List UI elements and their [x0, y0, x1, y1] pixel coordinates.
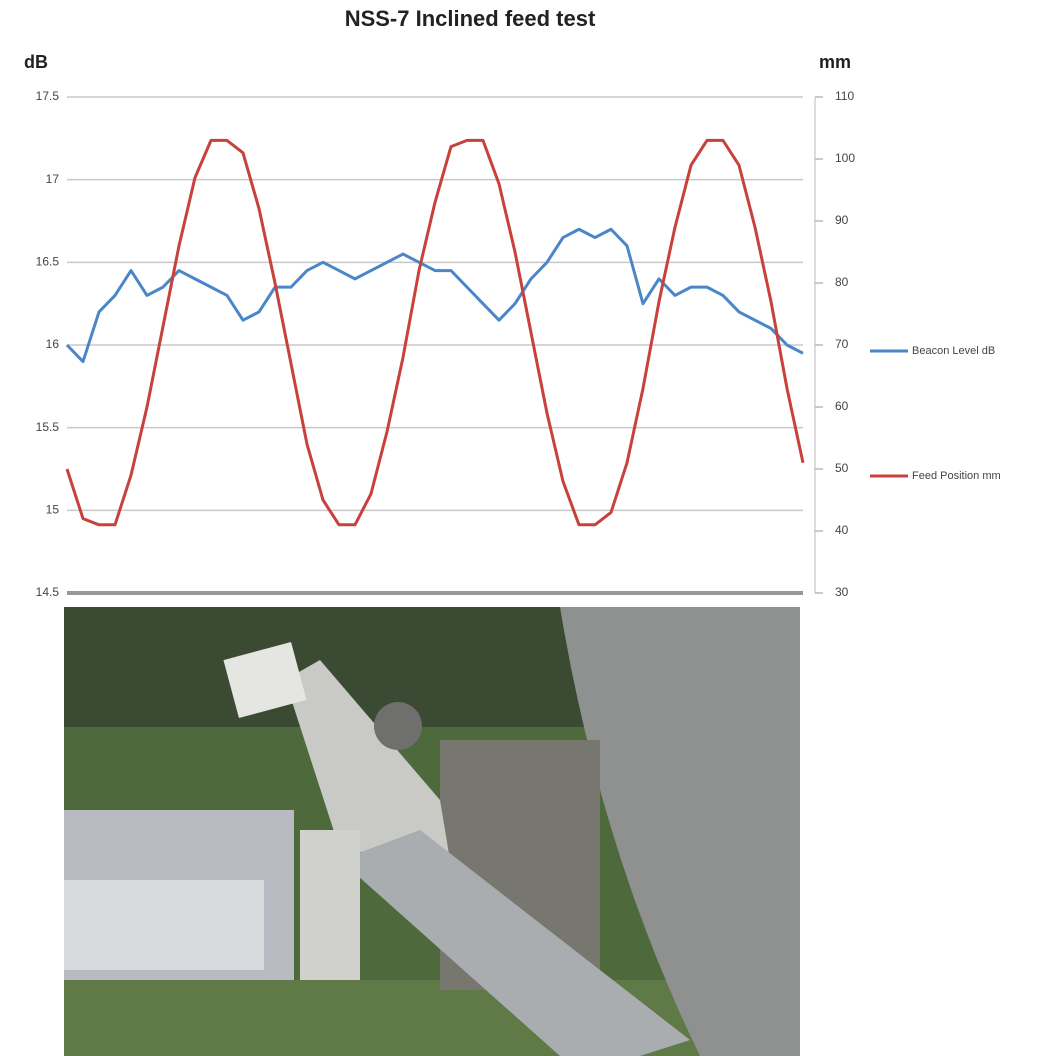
y-tick-label: 15.5 — [36, 420, 60, 434]
y-tick-label: 17.5 — [36, 89, 60, 103]
y-tick-label: 16 — [46, 337, 60, 351]
y2-tick-label: 40 — [835, 523, 849, 537]
y2-tick-label: 60 — [835, 399, 849, 413]
legend-label: Feed Position mm — [912, 470, 1001, 482]
y2-axis-label: mm — [819, 52, 851, 72]
y-tick-label: 17 — [46, 172, 60, 186]
y2-tick-label: 30 — [835, 585, 849, 599]
y-tick-label: 15 — [46, 503, 60, 517]
chart: NSS-7 Inclined feed test dB mm 14.5 15 15.… — [0, 0, 1057, 1056]
y2-tick-label: 80 — [835, 275, 849, 289]
y2-tick-label: 110 — [835, 89, 854, 103]
photo — [64, 607, 800, 1056]
y-tick-label: 16.5 — [36, 255, 60, 269]
y2-tick-label: 90 — [835, 213, 849, 227]
photo-mount — [300, 830, 360, 980]
y-tick-label: 14.5 — [36, 585, 60, 599]
y2-tick-label: 50 — [835, 461, 849, 475]
photo-car — [64, 880, 264, 970]
y2-tick-label: 70 — [835, 337, 849, 351]
page: NSS-7 Inclined feed test dB mm 14.5 15 15.… — [0, 0, 1057, 1056]
photo-feed — [374, 702, 422, 750]
y2-tick-label: 100 — [835, 151, 855, 165]
y-axis-label: dB — [24, 52, 48, 72]
legend-label: Beacon Level dB — [912, 345, 995, 357]
chart-title: NSS-7 Inclined feed test — [345, 6, 596, 31]
